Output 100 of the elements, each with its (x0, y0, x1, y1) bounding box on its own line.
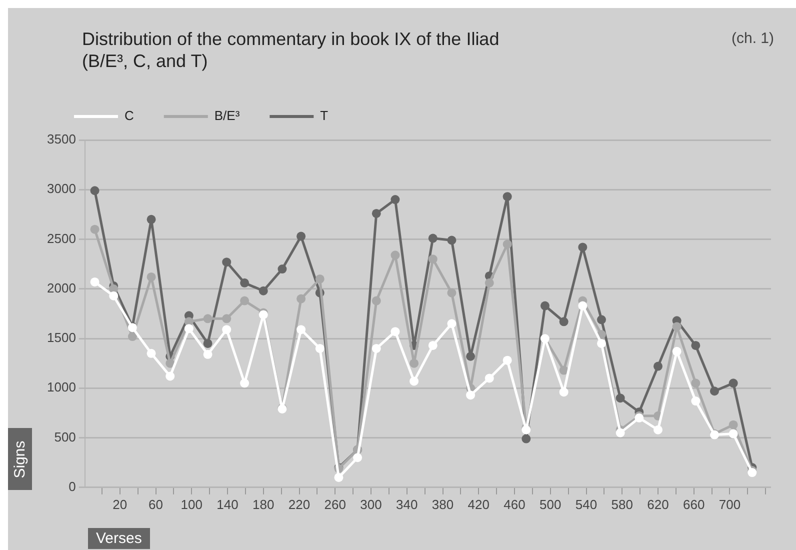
y-tick-label: 3500 (47, 132, 76, 147)
point (578, 301, 588, 310)
point (616, 428, 625, 438)
point (672, 322, 682, 332)
point (691, 378, 700, 388)
point (184, 324, 194, 334)
point (240, 278, 250, 288)
point (258, 286, 268, 296)
x-tick-label: 660 (683, 496, 705, 512)
point (296, 325, 306, 334)
point (240, 378, 250, 388)
x-tick-label: 220 (288, 496, 310, 512)
point (502, 356, 512, 365)
point (484, 374, 494, 383)
x-tick-label: 260 (324, 496, 346, 512)
chart-title: Distribution of the commentary in book IX of the Iliad (B/E³, C, and T) (82, 28, 500, 72)
x-tick-label: 60 (148, 496, 164, 512)
x-tick-label: 540 (575, 496, 598, 512)
text: (ch. 1) (731, 30, 774, 47)
point (466, 390, 476, 400)
point (410, 376, 419, 386)
point (502, 240, 512, 249)
point (372, 208, 381, 218)
x-tick-label: 580 (611, 496, 633, 512)
point (390, 195, 400, 204)
point (522, 434, 531, 444)
point (484, 278, 494, 288)
point (728, 429, 738, 438)
point (296, 294, 306, 304)
legend-label: C (124, 108, 134, 124)
point (428, 234, 438, 243)
y-tick-label: 1500 (47, 330, 76, 346)
point (334, 472, 344, 482)
point (222, 258, 232, 267)
x-tick-label: 460 (504, 496, 526, 512)
point (222, 314, 232, 324)
point (447, 288, 456, 298)
point (296, 232, 306, 241)
x-tick-label: 340 (396, 496, 418, 512)
point (654, 425, 662, 434)
point (90, 186, 100, 196)
point (146, 272, 156, 282)
point (390, 327, 400, 336)
x-axis-title: Verses (88, 528, 150, 549)
point (203, 350, 212, 359)
point (559, 366, 568, 375)
x-tick-label: 500 (540, 496, 562, 512)
x-tick-label: 700 (718, 496, 741, 512)
point (128, 332, 137, 342)
legend-label: B/E³ (214, 108, 240, 124)
x-tick-label: 100 (180, 496, 202, 512)
point (315, 274, 324, 284)
point (278, 264, 287, 274)
point (146, 214, 156, 224)
y-tick-label: 1000 (47, 380, 76, 395)
point (390, 250, 400, 260)
point (90, 224, 100, 234)
x-tick-label: 180 (252, 496, 274, 512)
point (728, 378, 738, 388)
point (372, 296, 381, 306)
legend-label: T (320, 108, 328, 124)
point (353, 453, 362, 462)
point (410, 358, 419, 368)
point (203, 314, 212, 324)
x-tick-label: 300 (360, 496, 382, 512)
point (597, 315, 606, 324)
point (372, 344, 381, 353)
point (559, 317, 568, 326)
y-tick-label: 3000 (47, 181, 76, 196)
point (654, 362, 662, 371)
point (672, 346, 682, 356)
point (447, 319, 456, 328)
point (428, 254, 438, 264)
point (315, 344, 324, 353)
point (166, 372, 175, 381)
x-tick-label: 20 (112, 496, 128, 512)
point (578, 242, 588, 252)
y-axis-title: Signs (12, 440, 28, 478)
point (203, 338, 212, 348)
point (428, 340, 438, 350)
y-tick-label: 2500 (47, 230, 76, 246)
point (466, 352, 476, 361)
x-tick-label: 420 (468, 496, 490, 512)
y-tick-label: 500 (54, 429, 76, 444)
point (109, 291, 118, 300)
point (710, 386, 719, 396)
y-tick-label: 0 (68, 478, 76, 494)
point (691, 396, 700, 406)
point (447, 236, 456, 245)
point (502, 192, 512, 202)
x-tick-label: 380 (432, 496, 454, 512)
y-tick-label: 2000 (47, 280, 76, 296)
point (597, 338, 606, 348)
point (146, 348, 156, 358)
point (728, 420, 738, 430)
point (691, 340, 700, 350)
point (540, 301, 550, 310)
point (166, 358, 175, 368)
x-tick-label: 620 (647, 496, 669, 512)
point (240, 296, 250, 306)
